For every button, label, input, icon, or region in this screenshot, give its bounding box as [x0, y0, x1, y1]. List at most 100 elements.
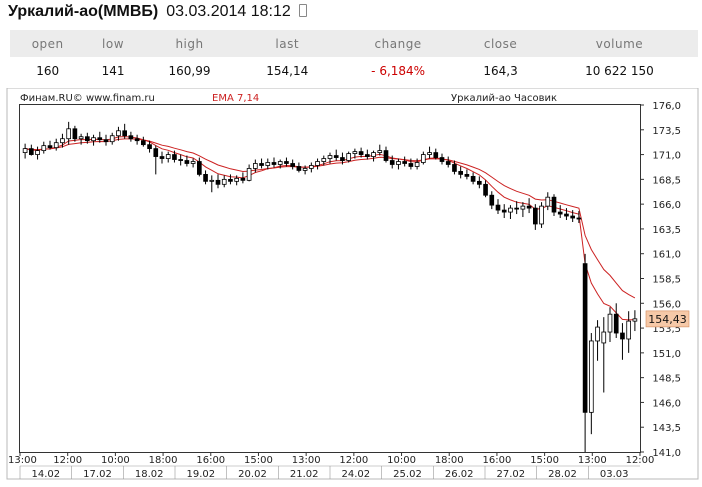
candle-body	[333, 155, 339, 158]
candle-body	[408, 163, 414, 167]
candle-body	[190, 161, 196, 164]
candle-body	[172, 154, 177, 160]
mobile-phone-icon[interactable]	[298, 4, 307, 17]
value-close: 164,3	[483, 64, 518, 78]
candle-body	[458, 171, 463, 175]
candle-body	[290, 163, 295, 167]
candle-body	[66, 128, 71, 140]
candle-body	[209, 179, 215, 182]
candle-body	[371, 152, 376, 157]
candle-body	[234, 177, 239, 182]
candle-body	[240, 177, 246, 181]
value-change: - 6,184%	[371, 64, 426, 78]
x-date-label: 19.02	[187, 469, 216, 480]
column-header-high: high	[140, 30, 239, 57]
instrument-title[interactable]: Уркалий-ао(ММВБ)	[8, 3, 159, 20]
candle-body	[315, 161, 320, 166]
candle-body	[526, 205, 532, 209]
candle-body	[445, 161, 451, 165]
indicator-label: EMA 7,14	[212, 93, 259, 104]
candle-body	[340, 157, 345, 161]
candle-body	[178, 159, 183, 161]
candle-body	[91, 137, 96, 142]
y-tick-label: 141,0	[652, 448, 681, 459]
candle-body	[134, 138, 140, 142]
x-time-label: 13:00	[8, 455, 37, 466]
x-time-label: 18:00	[149, 455, 178, 466]
candle-body	[122, 130, 127, 137]
y-tick-label: 156,0	[652, 299, 681, 310]
candle-body	[564, 213, 569, 217]
candle-body	[508, 207, 513, 213]
candle-body	[589, 340, 594, 413]
candle-body	[358, 151, 364, 155]
candle-body	[389, 160, 395, 165]
last-price-marker: 154,43	[645, 310, 690, 328]
candle-body	[197, 161, 202, 175]
candle-body	[483, 183, 488, 196]
quote-header-row: open low high last change close volume	[10, 30, 698, 57]
y-tick-label: 166,0	[652, 200, 681, 211]
y-tick-label: 173,5	[652, 126, 681, 137]
candle-body	[141, 140, 146, 146]
column-header-change: change	[336, 30, 461, 57]
chart-subtitle: Уркалий-ао Часовик	[451, 93, 557, 104]
candle-body	[433, 152, 439, 158]
y-tick-label: 161,0	[652, 250, 681, 261]
candle-body	[296, 166, 302, 171]
candle-body	[159, 156, 165, 159]
x-date-label: 14.02	[32, 469, 61, 480]
candle-body	[396, 161, 401, 165]
y-tick-label: 176,0	[652, 101, 681, 112]
candle-body	[377, 150, 383, 153]
x-date-label: 03.03	[600, 469, 629, 480]
candle-body	[271, 162, 277, 165]
quote-datetime: 03.03.2014 18:12	[166, 3, 291, 20]
candle-body	[539, 205, 544, 225]
candle-body	[421, 154, 426, 163]
candle-body	[165, 154, 171, 159]
last-price-box	[645, 310, 690, 328]
candle-body	[632, 318, 638, 322]
candle-body	[78, 136, 84, 140]
candle-body	[41, 145, 47, 152]
x-date-label: 17.02	[83, 469, 112, 480]
x-time-label: 15:00	[530, 455, 559, 466]
x-time-label: 18:00	[435, 455, 464, 466]
value-open: 160	[36, 64, 60, 78]
candle-body	[29, 148, 34, 155]
x-time-label: 10:00	[101, 455, 130, 466]
header: Уркалий-ао(ММВБ) 03.03.2014 18:12	[8, 3, 307, 27]
source-label: Финам.RU© www.finam.ru	[20, 93, 155, 104]
x-date-label: 24.02	[342, 469, 371, 480]
candle-body	[533, 207, 538, 225]
candle-body	[35, 150, 40, 155]
candle-body	[613, 313, 619, 334]
candle-body	[365, 154, 370, 157]
candle-body	[60, 138, 65, 144]
candle-body	[265, 162, 271, 166]
y-tick-label: 148,5	[652, 374, 681, 385]
candle-body	[383, 150, 389, 161]
x-time-label: 13:00	[292, 455, 321, 466]
x-time-label: 15:00	[244, 455, 273, 466]
candle-body	[85, 136, 90, 142]
candle-body	[259, 163, 264, 166]
quote-values-row: 160 141 160,99 154,14 - 6,184% 164,3 10 …	[10, 57, 698, 85]
candle-body	[352, 151, 358, 154]
x-time-label: 16:00	[483, 455, 512, 466]
candle-body	[452, 164, 457, 172]
candle-body	[439, 157, 445, 162]
candle-body	[427, 152, 432, 155]
x-time-label: 13:00	[578, 455, 607, 466]
column-header-low: low	[85, 30, 141, 57]
value-last: 154,14	[266, 64, 309, 78]
x-date-label: 18.02	[135, 469, 164, 480]
candle-body	[607, 313, 613, 333]
x-time-label: 10:00	[387, 455, 416, 466]
x-date-label: 28.02	[548, 469, 577, 480]
candle-body	[153, 148, 159, 157]
candle-body	[72, 128, 78, 140]
candle-body	[470, 175, 476, 182]
price-chart: Финам.RU© www.finam.ru EMA 7,14 Уркалий-…	[0, 87, 702, 482]
